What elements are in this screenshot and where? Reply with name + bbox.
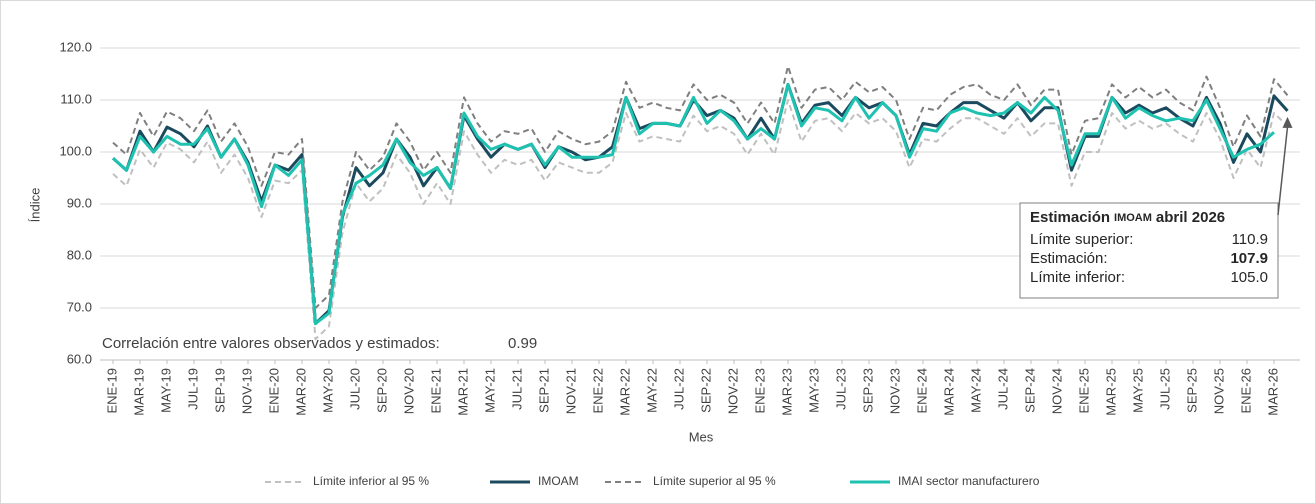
x-tick-label: SEP-23 xyxy=(860,368,875,413)
annotation-title-part: IMOAM xyxy=(1114,212,1152,224)
x-tick-label: MAY-19 xyxy=(158,368,173,413)
x-tick-label: MAR-22 xyxy=(617,368,632,416)
x-tick-label: ENE-19 xyxy=(104,368,119,414)
x-tick-label: JUL-25 xyxy=(1157,368,1172,410)
legend-label: IMOAM xyxy=(538,474,579,488)
annotation-box xyxy=(1019,202,1279,299)
x-tick-label: MAR-26 xyxy=(1265,368,1280,416)
x-tick-label: MAY-24 xyxy=(968,368,983,413)
x-tick-label: NOV-25 xyxy=(1211,368,1226,414)
arrow-head xyxy=(1282,116,1293,128)
y-tick-label: 120.0 xyxy=(59,39,92,54)
legend-label: Límite inferior al 95 % xyxy=(313,474,429,488)
annotation-label: Estimación: xyxy=(1030,250,1108,267)
annotation-value: 107.9 xyxy=(1230,250,1268,267)
y-tick-label: 100.0 xyxy=(59,143,92,158)
x-tick-label: ENE-23 xyxy=(752,368,767,414)
x-tick-label: MAR-19 xyxy=(131,368,146,416)
annotation-label: Límite superior: xyxy=(1030,231,1133,248)
x-tick-label: NOV-19 xyxy=(239,368,254,414)
y-axis-title: Índice xyxy=(27,188,42,223)
x-tick-label: MAY-21 xyxy=(482,368,497,413)
annotation-title: Estimación IMOAM abril 2026 xyxy=(1030,209,1225,226)
x-tick-label: MAR-24 xyxy=(941,368,956,416)
x-tick-label: SEP-22 xyxy=(698,368,713,413)
series-line xyxy=(112,65,1289,309)
x-tick-label: JUL-20 xyxy=(347,368,362,410)
x-tick-label: SEP-21 xyxy=(536,368,551,413)
x-tick-label: MAR-23 xyxy=(779,368,794,416)
x-tick-label: JUL-19 xyxy=(185,368,200,410)
x-tick-label: SEP-19 xyxy=(212,368,227,413)
x-tick-label: MAR-21 xyxy=(455,368,470,416)
annotation-title-part: abril 2026 xyxy=(1156,209,1225,226)
legend-label: IMAI sector manufacturero xyxy=(898,474,1040,488)
x-tick-label: MAY-25 xyxy=(1130,368,1145,413)
x-tick-label: NOV-20 xyxy=(401,368,416,414)
x-tick-label: JUL-24 xyxy=(995,368,1010,410)
y-tick-label: 110.0 xyxy=(60,91,92,106)
y-tick-label: 90.0 xyxy=(67,195,92,210)
correlation-label: Correlación entre valores observados y e… xyxy=(102,335,440,352)
x-tick-label: JUL-23 xyxy=(833,368,848,410)
x-tick-label: MAY-20 xyxy=(320,368,335,413)
x-tick-label: JUL-22 xyxy=(671,368,686,410)
series-line xyxy=(112,99,1289,341)
y-tick-label: 70.0 xyxy=(67,299,92,314)
x-tick-label: ENE-24 xyxy=(914,368,929,414)
y-tick-label: 60.0 xyxy=(67,351,92,366)
x-tick-label: ENE-20 xyxy=(266,368,281,414)
x-tick-label: NOV-21 xyxy=(563,368,578,414)
correlation-value: 0.99 xyxy=(508,335,537,352)
annotation-label: Límite inferior: xyxy=(1030,269,1125,286)
x-tick-label: NOV-23 xyxy=(887,368,902,414)
x-tick-label: SEP-24 xyxy=(1022,368,1037,413)
x-tick-label: ENE-25 xyxy=(1076,368,1091,414)
annotation-title-part: Estimación xyxy=(1030,209,1110,226)
legend-label: Límite superior al 95 % xyxy=(653,474,776,488)
x-tick-label: MAR-20 xyxy=(293,368,308,416)
x-tick-label: ENE-26 xyxy=(1238,368,1253,414)
x-tick-label: JUL-21 xyxy=(509,368,524,410)
annotation-arrow xyxy=(1277,126,1289,216)
annotation-value: 105.0 xyxy=(1230,269,1268,286)
x-tick-label: ENE-22 xyxy=(590,368,605,414)
x-tick-label: NOV-24 xyxy=(1049,368,1064,414)
x-tick-label: MAY-23 xyxy=(806,368,821,413)
y-tick-label: 80.0 xyxy=(67,247,92,262)
x-tick-label: SEP-25 xyxy=(1184,368,1199,413)
series-line xyxy=(112,82,1275,326)
x-axis-title: Mes xyxy=(689,429,714,444)
x-tick-label: SEP-20 xyxy=(374,368,389,413)
annotation-value: 110.9 xyxy=(1232,231,1268,248)
x-tick-label: ENE-21 xyxy=(428,368,443,414)
x-tick-label: NOV-22 xyxy=(725,368,740,414)
x-tick-label: MAR-25 xyxy=(1103,368,1118,416)
x-tick-label: MAY-22 xyxy=(644,368,659,413)
